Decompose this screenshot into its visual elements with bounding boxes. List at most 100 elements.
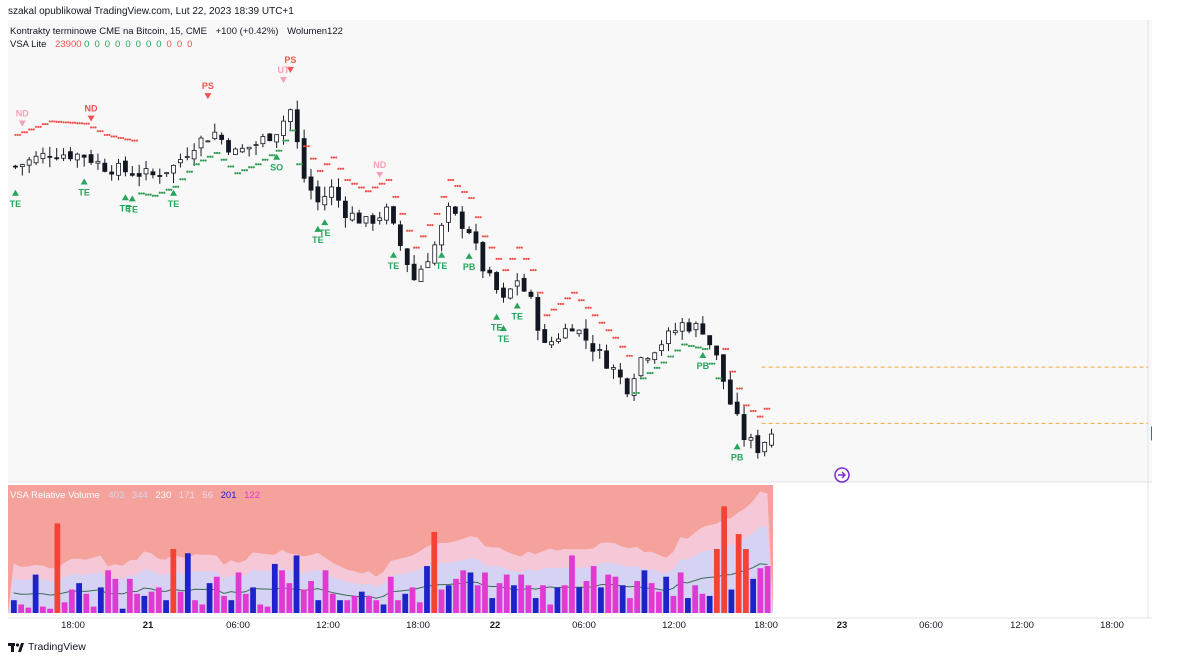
trail-dot <box>614 336 617 339</box>
trail-dot <box>685 343 688 346</box>
candle-body <box>727 379 733 405</box>
trail-dot <box>83 122 86 125</box>
trail-dot <box>742 404 746 407</box>
candle-body <box>507 288 513 299</box>
candle-body <box>631 378 637 396</box>
trail-dot <box>25 131 28 134</box>
volume-bar <box>39 606 46 613</box>
trail-dot <box>765 407 769 410</box>
trail-dot <box>138 192 141 195</box>
candle <box>741 405 747 447</box>
signal-up-arrow-icon <box>499 325 507 332</box>
trail-dot <box>504 269 507 272</box>
volume-bar <box>32 574 39 613</box>
trail-dot <box>768 407 771 410</box>
trail-dot <box>545 314 549 317</box>
trail-dot <box>128 138 132 141</box>
candle-body <box>246 146 252 150</box>
trail-dot <box>248 166 251 169</box>
candle <box>267 133 273 142</box>
trail-dot <box>250 166 253 169</box>
candle-body <box>391 206 396 224</box>
candle-body <box>40 152 46 159</box>
trail-dot <box>245 169 248 172</box>
candle <box>171 164 176 184</box>
signal-label: UT <box>278 65 290 75</box>
trail-dot <box>34 125 38 128</box>
indicator-flag: 0 <box>136 39 141 50</box>
trail-dot <box>204 159 207 162</box>
trail-dot <box>724 347 727 351</box>
candle-body <box>700 323 706 335</box>
candle <box>672 322 678 336</box>
candle-body <box>542 329 548 343</box>
trail-dot <box>413 246 416 249</box>
time-tick-label: 18:00 <box>1100 620 1124 631</box>
trail-dot <box>655 366 659 369</box>
candle-body <box>219 134 225 140</box>
volume-bar <box>453 578 459 613</box>
trail-dot <box>16 133 19 137</box>
signal-down-arrow-icon <box>87 115 95 122</box>
trail-dot <box>415 246 418 249</box>
volume-bar <box>119 608 126 613</box>
trail-dot <box>610 329 613 332</box>
candle <box>576 329 582 337</box>
volume-bar <box>235 572 242 613</box>
trail-dot <box>374 186 377 189</box>
candle-body <box>734 401 740 415</box>
volume-bar <box>409 587 416 613</box>
volume-bar <box>685 598 691 613</box>
trail-dot <box>105 133 109 137</box>
candle-body <box>762 442 768 453</box>
trail-dot <box>660 361 663 364</box>
trail-dot <box>692 344 695 348</box>
trail-dot <box>80 122 83 125</box>
volume-bar <box>54 523 61 613</box>
volume-bar <box>743 549 749 613</box>
candle <box>287 108 293 131</box>
current-price-badge <box>1151 426 1152 441</box>
volume-bar <box>380 604 387 613</box>
trail-dot <box>449 178 452 182</box>
candle-body <box>384 206 390 221</box>
trail-dot <box>181 178 184 181</box>
indicator-value: 23900 <box>55 39 81 50</box>
candle <box>102 158 108 173</box>
price-pane[interactable] <box>8 20 1152 482</box>
candle <box>507 288 513 300</box>
trail-dot <box>165 188 168 191</box>
candle <box>116 158 121 181</box>
scroll-to-realtime-button[interactable] <box>834 467 850 483</box>
trail-dot <box>383 182 386 185</box>
signal-up-arrow-icon <box>273 153 281 160</box>
trail-dot <box>729 370 732 373</box>
trail-dot <box>646 371 649 375</box>
candle-body <box>13 165 18 168</box>
trail-dot <box>506 269 510 272</box>
candle <box>336 178 341 208</box>
candle <box>549 336 554 348</box>
candle-body <box>26 159 32 166</box>
candle <box>446 202 451 232</box>
candle-body <box>535 297 541 331</box>
volume-bar <box>213 576 220 613</box>
candle-body <box>514 280 520 287</box>
trail-dot <box>715 377 718 380</box>
trail-dot <box>30 128 33 131</box>
trail-dot <box>252 166 255 169</box>
trail-dot <box>394 195 397 199</box>
trail-dot <box>144 193 148 196</box>
signal-up-arrow-icon <box>321 219 329 226</box>
trail-dot <box>378 182 381 185</box>
candle-body <box>556 338 561 342</box>
candle-body <box>68 151 73 160</box>
trail-dot <box>584 306 588 309</box>
trail-dot <box>23 131 26 134</box>
trail-dot <box>94 126 97 129</box>
trail-dot <box>582 299 585 302</box>
candle <box>617 363 623 385</box>
candle-body <box>707 335 713 346</box>
volume-bar <box>670 595 677 613</box>
